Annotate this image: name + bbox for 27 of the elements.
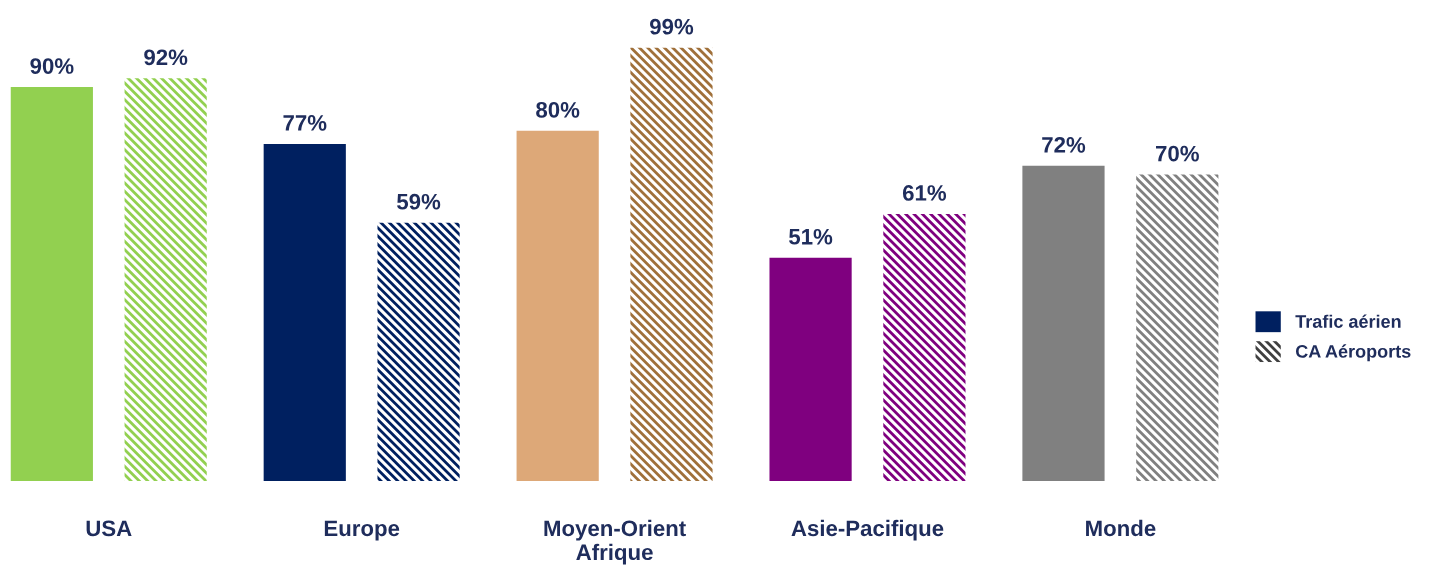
data-label: 99% xyxy=(650,18,694,35)
text: CA Aéroports xyxy=(1295,344,1411,362)
legend-label: Trafic aérien xyxy=(1295,314,1401,328)
x-tick-label: Asie-Pacifique xyxy=(791,519,944,541)
data-label: 51% xyxy=(789,228,833,245)
bar xyxy=(1136,174,1219,481)
bar xyxy=(516,130,599,481)
data-label: 92% xyxy=(144,49,188,66)
x-tick-label: USA xyxy=(86,520,132,537)
data-label: 59% xyxy=(397,193,441,210)
data-label: 61% xyxy=(902,185,947,201)
bar xyxy=(883,213,966,481)
data-label: 72% xyxy=(1042,136,1086,153)
bar xyxy=(10,87,93,481)
data-label: 90% xyxy=(30,58,74,74)
bar xyxy=(263,143,346,481)
data-label: 80% xyxy=(536,101,580,118)
x-tick-label: Moyen-Orient Afrique xyxy=(544,519,686,565)
bar xyxy=(630,47,713,481)
x-tick-label: Europe xyxy=(324,520,400,541)
bar xyxy=(1022,165,1105,481)
x-tick-label: Monde xyxy=(1086,519,1156,537)
data-label: 77% xyxy=(283,115,327,131)
bar xyxy=(377,222,460,481)
bar xyxy=(124,78,207,481)
data-label: 70% xyxy=(1156,145,1199,162)
bar xyxy=(769,257,852,481)
